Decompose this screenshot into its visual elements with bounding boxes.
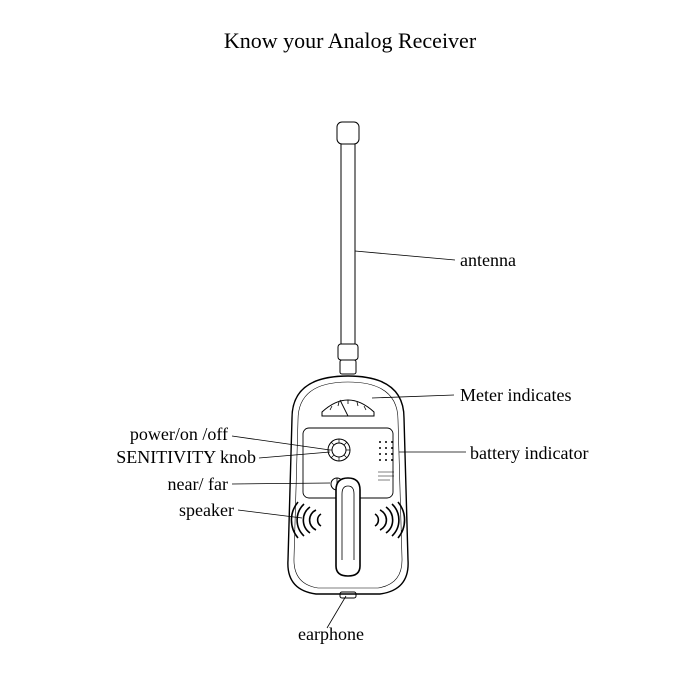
speaker-right-icon: [375, 502, 405, 538]
earphone-jack-icon: [340, 592, 356, 598]
battery-indicator-icon: [379, 441, 393, 461]
handle-icon: [336, 478, 360, 576]
receiver-diagram: [0, 0, 700, 686]
antenna-cap-icon: [337, 122, 359, 144]
speaker-left-icon: [291, 502, 321, 538]
